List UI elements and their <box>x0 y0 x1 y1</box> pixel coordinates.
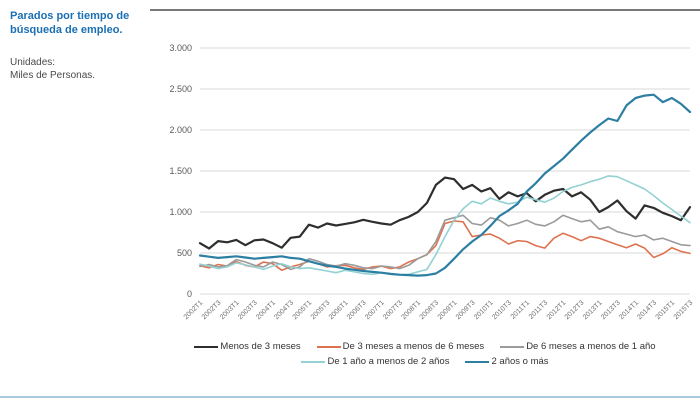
chart-panel: 0 500 1.000 1.500 2.000 2.500 3.000 2002T1 2002T… <box>150 0 700 340</box>
series-line <box>199 220 691 272</box>
legend-label: De 6 meses a menos de 1 año <box>526 341 656 352</box>
units-value: Miles de Personas. <box>10 70 96 81</box>
series-line <box>199 175 691 276</box>
series-line <box>198 176 692 250</box>
legend-swatch <box>194 345 219 348</box>
legend-item: Menos de 3 meses <box>194 341 301 352</box>
legend-label: De 1 año a menos de 2 años <box>327 356 450 367</box>
legend-row: Menos de 3 meses De 3 meses a menos de 6 … <box>150 341 700 352</box>
legend-label: De 3 meses a menos de 6 meses <box>342 341 485 352</box>
legend-item: 2 años o más <box>465 356 549 367</box>
legend-swatch <box>316 345 341 348</box>
y-axis-label: 500 <box>177 248 192 258</box>
legend: Menos de 3 meses De 3 meses a menos de 6 … <box>150 341 700 371</box>
bottom-rule <box>0 396 700 398</box>
x-axis-label: 2010T3 <box>491 299 513 321</box>
legend-label: 2 años o más <box>491 356 549 367</box>
legend-row: De 1 año a menos de 2 años 2 años o más <box>150 356 700 367</box>
legend-item: De 6 meses a menos de 1 año <box>500 341 656 352</box>
legend-swatch <box>500 345 525 348</box>
units-label: Unidades: <box>10 57 56 68</box>
y-axis-label: 1.500 <box>169 166 192 176</box>
legend-item: De 1 año a menos de 2 años <box>301 356 449 367</box>
chart-svg: 05001.0001.5002.0002.5003.0002002T12002T… <box>150 9 700 321</box>
y-axis-label: 2.000 <box>169 125 192 135</box>
units-block: Unidades: Miles de Personas. <box>10 56 160 82</box>
y-axis-label: 3.000 <box>169 43 192 53</box>
y-axis-label: 0 <box>187 289 192 299</box>
x-axis-label: 2015T3 <box>673 299 695 321</box>
page-title: Parados por tiempo de búsqueda de empleo… <box>10 10 160 38</box>
legend-label: Menos de 3 meses <box>220 341 301 352</box>
legend-swatch <box>465 360 490 363</box>
x-axis-label: 2011T1 <box>510 299 531 320</box>
y-axis-label: 1.000 <box>169 207 192 217</box>
legend-swatch <box>301 360 326 363</box>
page-title-line1: Parados por tiempo de <box>10 10 130 22</box>
page-title-line2: búsqueda de empleo. <box>10 23 123 36</box>
y-axis-label: 2.500 <box>169 84 192 94</box>
series-line <box>198 93 692 277</box>
legend-item: De 3 meses a menos de 6 meses <box>316 341 485 352</box>
